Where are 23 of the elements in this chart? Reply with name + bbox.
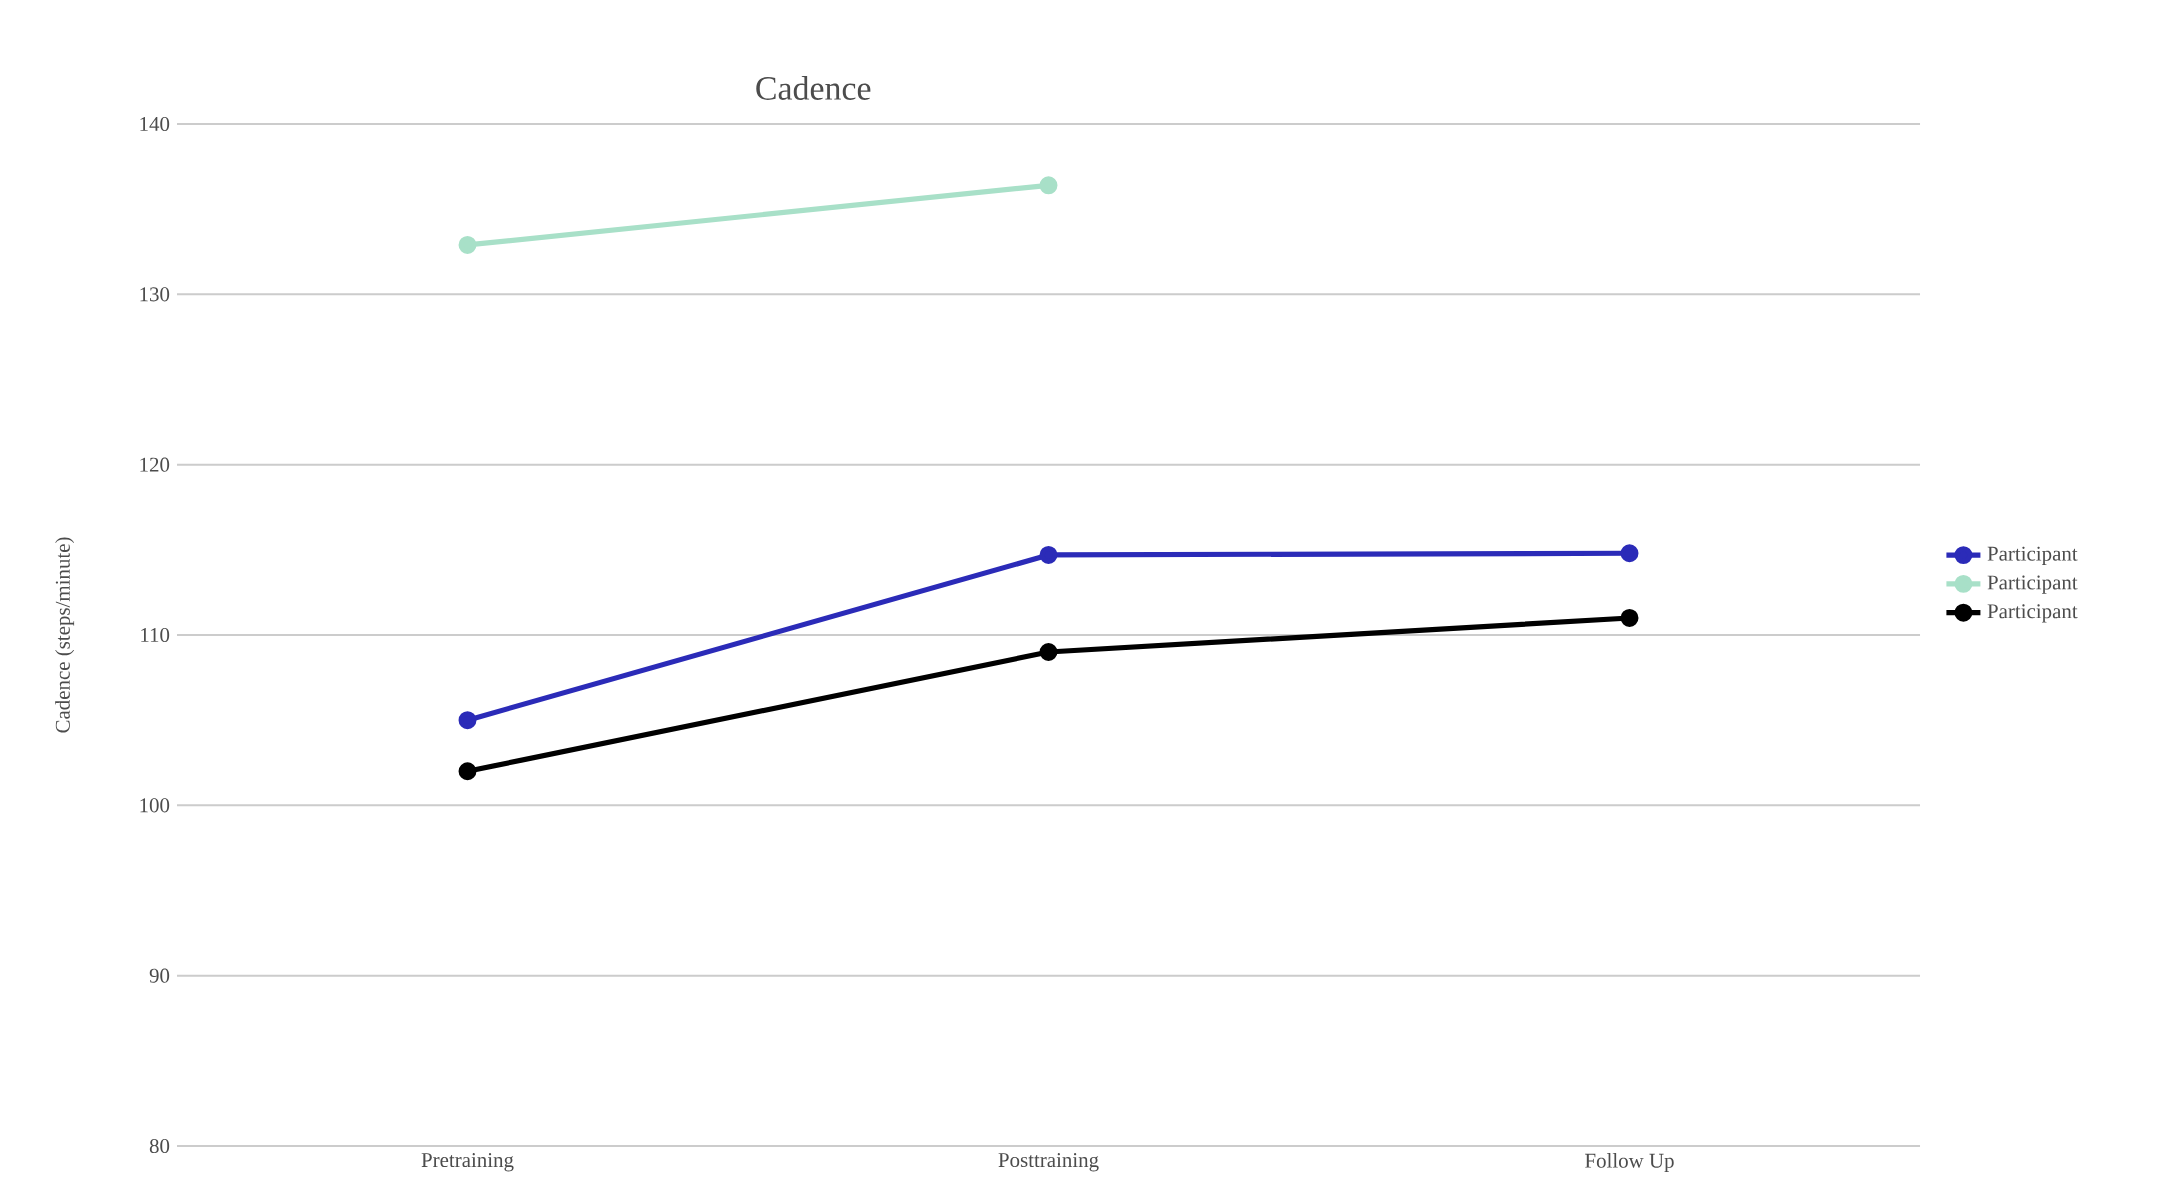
point	[458, 762, 477, 781]
point	[458, 235, 477, 254]
legend-label: Participant	[1987, 546, 2078, 565]
y-tick-label: 80	[149, 1138, 170, 1154]
y-tick-label: 100	[140, 798, 170, 813]
point	[1039, 643, 1058, 661]
y-tick-label: 140	[140, 116, 170, 132]
x-tick-label: Pretraining	[421, 1153, 514, 1172]
point	[458, 711, 477, 730]
x-tick-label: Follow Up	[1585, 1153, 1674, 1172]
y-tick-label: 120	[140, 457, 170, 472]
point	[1620, 609, 1639, 627]
point	[1039, 176, 1058, 195]
y-tick-label: 90	[149, 968, 170, 983]
y-tick-label: 110	[141, 627, 170, 643]
point	[1620, 544, 1639, 563]
x-tick-label: Posttraining	[998, 1153, 1099, 1172]
y-axis-title: Cadence (steps/minute)	[55, 537, 75, 733]
chart-title: Cadence	[756, 76, 871, 100]
y-tick-label: 130	[140, 287, 170, 302]
legend-label: Participant	[1987, 604, 2078, 623]
point	[1039, 545, 1058, 564]
legend-label: Participant	[1987, 575, 2078, 594]
